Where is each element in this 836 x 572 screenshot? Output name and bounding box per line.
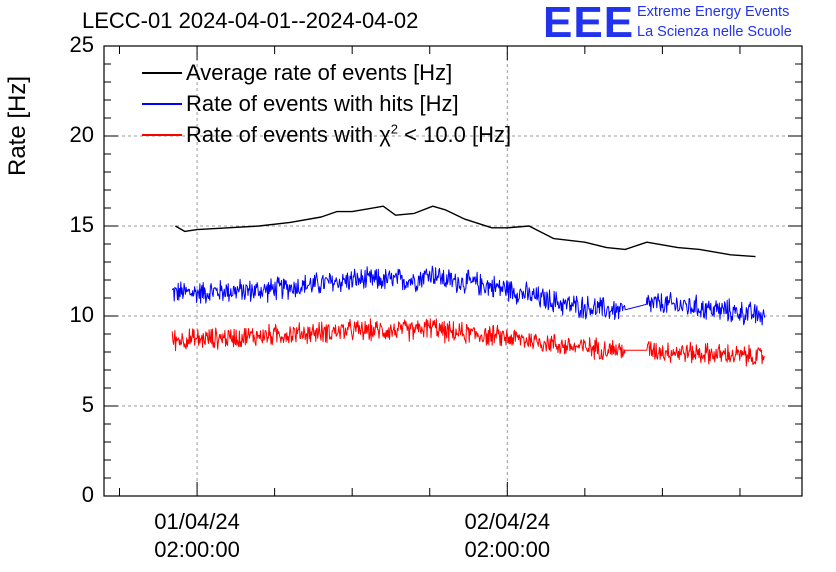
- y-axis-label: Rate [Hz]: [4, 75, 31, 176]
- x-tick-label: 02/04/24 02:00:00: [437, 508, 577, 564]
- x-tick-time: 02:00:00: [154, 537, 240, 562]
- y-tick-label: 0: [81, 482, 94, 507]
- eee-logo: EEE: [543, 0, 635, 47]
- series-line-1: [175, 205, 756, 258]
- brand-line-2: La Scienza nelle Scuole: [637, 24, 792, 40]
- legend-chi-superscript: 2: [390, 122, 399, 138]
- y-tick-label: 20: [69, 122, 94, 147]
- brand-line-1: Extreme Energy Events: [637, 4, 790, 20]
- legend-swatch-red: [142, 134, 182, 137]
- legend-label-hits: Rate of events with hits [Hz]: [186, 91, 459, 117]
- legend-label-chi2: Rate of events with χ2 < 10.0 [Hz]: [186, 122, 511, 147]
- plot-frame: [103, 45, 803, 497]
- series-line-3: [171, 318, 766, 367]
- legend-label-average: Average rate of events [Hz]: [186, 60, 453, 86]
- legend-chi2-prefix: Rate of events with: [186, 122, 380, 148]
- legend-swatch-black: [142, 72, 182, 75]
- x-tick-time: 02:00:00: [464, 537, 551, 562]
- legend-entry-hits: Rate of events with hits [Hz]: [142, 90, 459, 117]
- y-tick-label: 5: [81, 392, 94, 417]
- legend-entry-chi2: Rate of events with χ2 < 10.0 [Hz]: [142, 121, 511, 148]
- x-tick-label: 01/04/24 02:00:00: [127, 508, 267, 564]
- legend-chi2-suffix: < 10.0 [Hz]: [398, 122, 512, 148]
- legend-swatch-blue: [142, 103, 182, 106]
- series-line-2: [171, 265, 766, 326]
- x-tick-date: 02/04/24: [464, 509, 551, 534]
- legend-entry-average: Average rate of events [Hz]: [142, 59, 452, 86]
- x-tick-date: 01/04/24: [154, 509, 240, 534]
- chart-title: LECC-01 2024-04-01--2024-04-02: [82, 8, 419, 33]
- legend-chi-symbol: χ: [379, 122, 391, 148]
- y-tick-label: 10: [69, 302, 94, 327]
- y-tick-label: 15: [69, 212, 94, 237]
- y-tick-label: 25: [69, 32, 94, 57]
